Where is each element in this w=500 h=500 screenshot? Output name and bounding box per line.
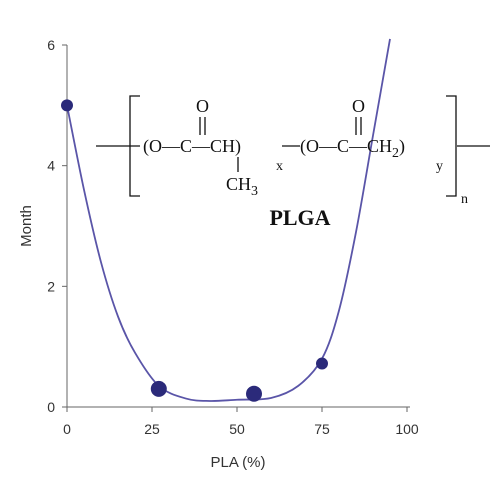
- n-subscript: n: [461, 192, 468, 207]
- left-square-bracket: [129, 95, 140, 197]
- x-tick-label: 25: [144, 421, 160, 437]
- y-tick-label: 0: [47, 399, 55, 415]
- o-top-2: O: [352, 96, 365, 116]
- y-subscript: y: [436, 159, 443, 174]
- x-tick-label: 75: [314, 421, 330, 437]
- methyl-group: CH3: [226, 174, 258, 199]
- x-axis-title: PLA (%): [210, 454, 265, 471]
- y-tick-label: 2: [47, 278, 55, 294]
- right-square-bracket: [446, 95, 457, 197]
- plga-label: PLGA: [269, 205, 330, 230]
- y-tick-label: 4: [47, 158, 55, 174]
- plga-structure: (O—C—CH) O CH3 x (O—C—CH2) O y n PLGA: [96, 95, 490, 230]
- data-markers: [61, 99, 328, 402]
- segment-a-text: (O—C—CH): [143, 136, 241, 157]
- fit-curve: [66, 38, 391, 402]
- x-tick-label: 50: [229, 421, 245, 437]
- data-point: [61, 99, 73, 112]
- data-point: [150, 380, 167, 397]
- o-top-1: O: [196, 96, 209, 116]
- x-tick-label: 0: [63, 421, 71, 437]
- y-tick-label: 6: [47, 37, 55, 53]
- data-point: [246, 385, 262, 402]
- segment-b-text: (O—C—CH2): [300, 136, 405, 161]
- x-tick-label: 100: [395, 421, 419, 437]
- x-ticks: 0 25 50 75 100: [63, 407, 419, 437]
- y-axis-title: Month: [18, 205, 35, 247]
- data-point: [316, 357, 328, 370]
- y-ticks: 0 2 4 6: [47, 37, 67, 415]
- x-subscript: x: [276, 159, 283, 174]
